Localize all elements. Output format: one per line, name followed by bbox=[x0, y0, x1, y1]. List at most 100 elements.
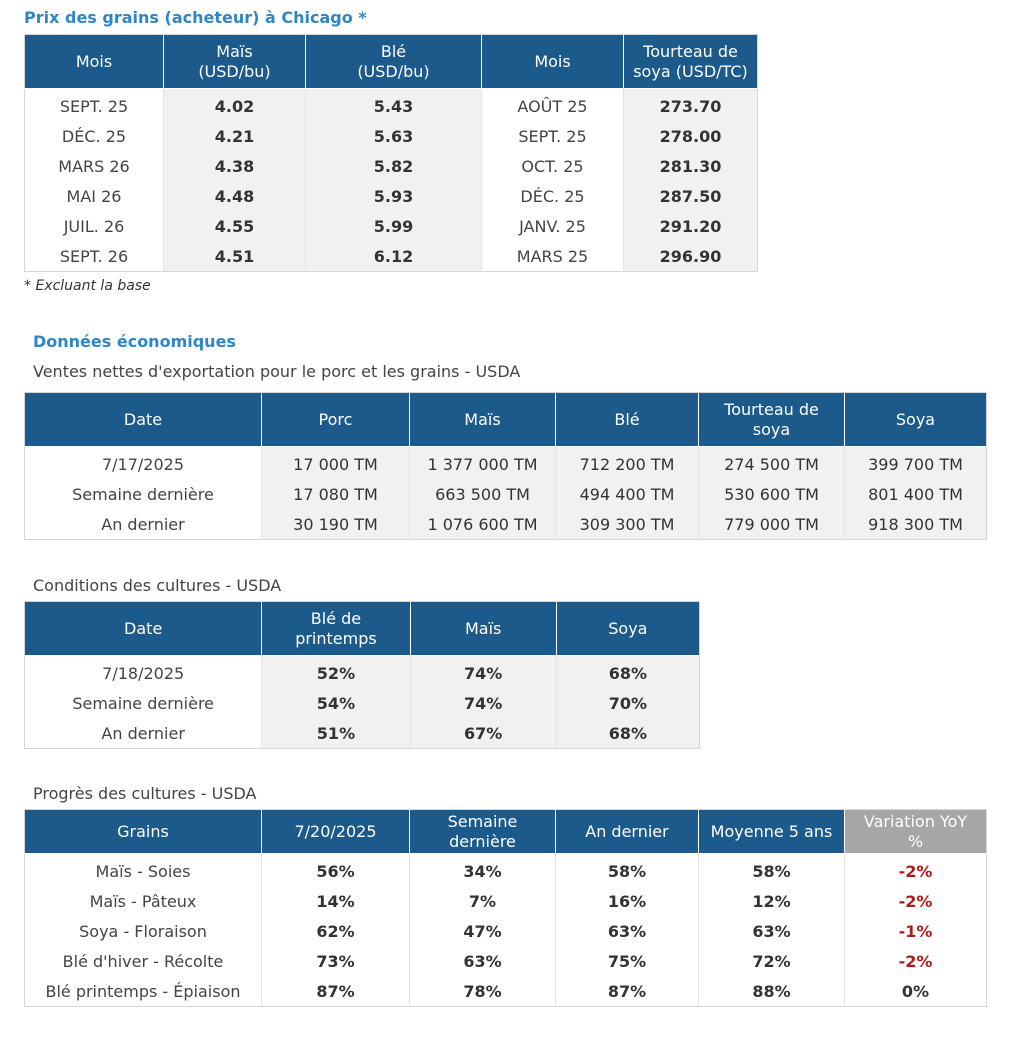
table-cell: 75% bbox=[555, 946, 699, 976]
table-cell: 73% bbox=[261, 946, 410, 976]
table-cell: MARS 26 bbox=[24, 151, 164, 181]
header-grains: Grains bbox=[24, 809, 262, 854]
table-cell: 52% bbox=[261, 655, 411, 688]
header-five-year-avg: Moyenne 5 ans bbox=[698, 809, 845, 854]
table-cell: -2% bbox=[898, 861, 933, 881]
table-row: An dernier 51% 67% 68% bbox=[24, 718, 700, 749]
export-sales-subtitle: Ventes nettes d'exportation pour le porc… bbox=[33, 362, 521, 381]
header-wheat: Blé (USD/bu) bbox=[305, 34, 482, 89]
table-cell: 74% bbox=[410, 655, 557, 688]
table-cell: 281.30 bbox=[623, 151, 758, 181]
table-row: An dernier 30 190 TM 1 076 600 TM 309 300 T… bbox=[24, 509, 987, 540]
header-pork: Porc bbox=[261, 392, 410, 447]
table-cell: 16% bbox=[555, 886, 699, 916]
table-row: DÉC. 25 4.21 5.63 SEPT. 25 278.00 bbox=[24, 121, 758, 151]
header-wheat: Blé bbox=[555, 392, 699, 447]
table-cell: 34% bbox=[409, 853, 556, 886]
table-cell: 712 200 TM bbox=[555, 446, 699, 479]
table-cell: 67% bbox=[410, 718, 557, 749]
table-cell: 58% bbox=[698, 853, 845, 886]
table-cell: 87% bbox=[555, 976, 699, 1007]
table-cell: An dernier bbox=[24, 509, 262, 540]
table-cell: MAI 26 bbox=[24, 181, 164, 211]
table-cell: DÉC. 25 bbox=[24, 121, 164, 151]
table-cell: 4.48 bbox=[163, 181, 306, 211]
crop-conditions-table: Date Blé de printemps Maïs Soya 7/18/202… bbox=[24, 601, 700, 749]
table-cell: 56% bbox=[261, 853, 410, 886]
table-cell: An dernier bbox=[24, 718, 263, 749]
table-cell: 1 076 600 TM bbox=[409, 509, 556, 540]
table-cell: 54% bbox=[261, 688, 411, 718]
table-cell: 62% bbox=[261, 916, 410, 946]
table-cell: Maïs - Soies bbox=[24, 853, 262, 886]
table-cell: 291.20 bbox=[623, 211, 758, 241]
table-cell: MARS 25 bbox=[481, 241, 624, 272]
table-cell: JUIL. 26 bbox=[24, 211, 164, 241]
table-cell: -2% bbox=[898, 891, 933, 911]
crop-progress-table: Grains 7/20/2025 Semaine dernière An der… bbox=[24, 809, 987, 1007]
table-cell: 4.21 bbox=[163, 121, 306, 151]
table-row: Maïs - Pâteux 14% 7% 16% 12% -2% bbox=[24, 886, 987, 916]
table-cell: -1% bbox=[898, 921, 933, 941]
table-row: Semaine dernière 17 080 TM 663 500 TM 494 4… bbox=[24, 479, 987, 509]
table-cell: 0% bbox=[901, 981, 930, 1001]
header-soy: Soya bbox=[556, 601, 700, 656]
table-cell: 1 377 000 TM bbox=[409, 446, 556, 479]
table-cell: Maïs - Pâteux bbox=[24, 886, 262, 916]
header-corn: Maïs (USD/bu) bbox=[163, 34, 306, 89]
table-cell: Blé printemps - Épiaison bbox=[24, 976, 262, 1007]
table-row: Soya - Floraison 62% 47% 63% 63% -1% bbox=[24, 916, 987, 946]
table-cell: 663 500 TM bbox=[409, 479, 556, 509]
table-cell: 58% bbox=[555, 853, 699, 886]
table-cell: 5.82 bbox=[305, 151, 482, 181]
table-cell: 70% bbox=[556, 688, 700, 718]
header-corn: Maïs bbox=[409, 392, 556, 447]
grain-prices-title: Prix des grains (acheteur) à Chicago * bbox=[24, 8, 367, 27]
header-corn: Maïs bbox=[410, 601, 557, 656]
table-cell: 7% bbox=[409, 886, 556, 916]
table-cell: 12% bbox=[698, 886, 845, 916]
header-spring-wheat: Blé de printemps bbox=[261, 601, 411, 656]
table-cell: JANV. 25 bbox=[481, 211, 624, 241]
table-cell: 68% bbox=[556, 655, 700, 688]
table-row: Semaine dernière 54% 74% 70% bbox=[24, 688, 700, 718]
table-cell: 5.93 bbox=[305, 181, 482, 211]
header-date: Date bbox=[24, 601, 263, 656]
table-cell: 4.38 bbox=[163, 151, 306, 181]
crop-progress-subtitle: Progrès des cultures - USDA bbox=[33, 784, 257, 803]
header-yoy-change: Variation YoY % bbox=[844, 809, 987, 854]
table-cell: 63% bbox=[555, 916, 699, 946]
header-month-2: Mois bbox=[481, 34, 624, 89]
table-cell: 918 300 TM bbox=[844, 509, 987, 540]
table-row: MARS 26 4.38 5.82 OCT. 25 281.30 bbox=[24, 151, 758, 181]
table-row: Maïs - Soies 56% 34% 58% 58% -2% bbox=[24, 853, 987, 886]
table-cell: 72% bbox=[698, 946, 845, 976]
table-cell: 14% bbox=[261, 886, 410, 916]
export-sales-table: Date Porc Maïs Blé Tourteau de soya Soya… bbox=[24, 392, 987, 540]
table-cell: 88% bbox=[698, 976, 845, 1007]
table-cell: 801 400 TM bbox=[844, 479, 987, 509]
table-cell: 74% bbox=[410, 688, 557, 718]
table-cell: 287.50 bbox=[623, 181, 758, 211]
table-cell: Soya - Floraison bbox=[24, 916, 262, 946]
table-cell: 7/17/2025 bbox=[24, 446, 262, 479]
header-date: Date bbox=[24, 392, 262, 447]
table-cell: 7/18/2025 bbox=[24, 655, 263, 688]
table-cell: 5.43 bbox=[305, 88, 482, 121]
table-cell: 278.00 bbox=[623, 121, 758, 151]
header-soy: Soya bbox=[844, 392, 987, 447]
table-row: 7/17/2025 17 000 TM 1 377 000 TM 712 200 TM… bbox=[24, 446, 987, 479]
table-row: SEPT. 25 4.02 5.43 AOÛT 25 273.70 bbox=[24, 88, 758, 121]
header-last-week: Semaine dernière bbox=[409, 809, 556, 854]
table-cell: 274 500 TM bbox=[698, 446, 845, 479]
table-cell: 17 000 TM bbox=[261, 446, 410, 479]
grain-prices-table: Mois Maïs (USD/bu) Blé (USD/bu) Mois Tou… bbox=[24, 34, 758, 272]
table-cell: 309 300 TM bbox=[555, 509, 699, 540]
table-cell: 5.63 bbox=[305, 121, 482, 151]
table-cell: DÉC. 25 bbox=[481, 181, 624, 211]
table-cell: OCT. 25 bbox=[481, 151, 624, 181]
table-cell: 4.55 bbox=[163, 211, 306, 241]
table-cell: 17 080 TM bbox=[261, 479, 410, 509]
table-cell: Blé d'hiver - Récolte bbox=[24, 946, 262, 976]
table-cell: SEPT. 25 bbox=[24, 88, 164, 121]
